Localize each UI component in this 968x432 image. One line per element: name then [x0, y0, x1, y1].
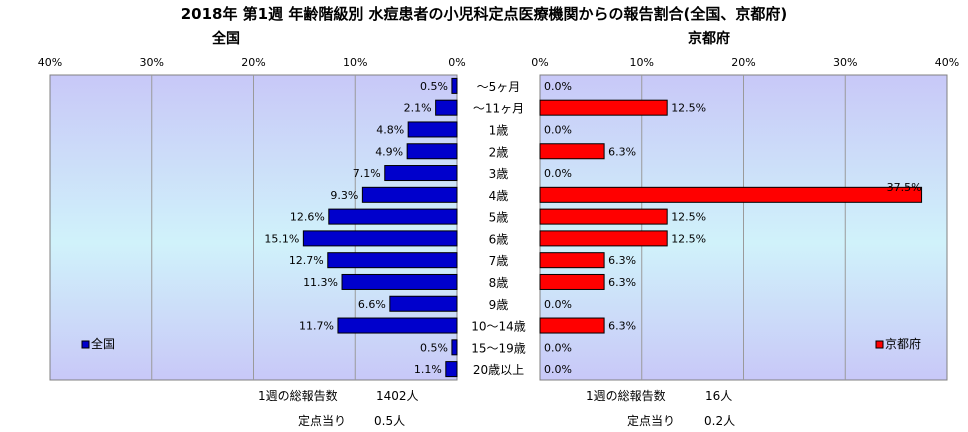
right-per-label: 定点当り — [627, 414, 676, 428]
right-bar — [539, 273, 605, 290]
right-bar — [539, 186, 923, 203]
right-total-label: 1週の総報告数 — [586, 389, 666, 403]
left-data-label: 2.1% — [404, 102, 432, 115]
category-label: 6歳 — [489, 232, 509, 246]
left-data-label: 4.8% — [376, 123, 404, 136]
left-bar — [389, 295, 458, 312]
category-label: 9歳 — [489, 298, 509, 312]
left-bar — [328, 208, 458, 225]
left-bar — [451, 77, 458, 94]
left-bar — [341, 273, 458, 290]
right-x-tick-label: 40% — [935, 56, 959, 69]
category-label: ～5ヶ月 — [477, 80, 521, 94]
left-bar — [445, 361, 458, 378]
left-data-label: 11.7% — [299, 320, 334, 333]
left-data-label: 12.7% — [289, 254, 324, 267]
category-label: 2歳 — [489, 145, 509, 159]
chart-title: 2018年 第1週 年齢階級別 水痘患者の小児科定点医療機関からの報告割合(全国… — [180, 5, 788, 23]
left-bar — [435, 99, 458, 116]
left-total-value: 1402人 — [376, 389, 419, 403]
category-label: 15～19歳 — [471, 341, 526, 355]
right-data-label: 6.3% — [608, 145, 636, 158]
right-data-label: 0.0% — [544, 363, 572, 376]
left-legend-label: 全国 — [91, 336, 115, 351]
right-bar — [539, 252, 605, 269]
left-data-label: 0.5% — [420, 80, 448, 93]
right-data-label: 37.5% — [887, 181, 922, 194]
right-total-value: 16人 — [705, 389, 733, 403]
right-bar — [539, 99, 668, 116]
left-data-label: 15.1% — [264, 232, 299, 245]
left-data-label: 7.1% — [353, 167, 381, 180]
right-data-label: 12.5% — [671, 211, 706, 224]
left-data-label: 0.5% — [420, 341, 448, 354]
right-panel-title: 京都府 — [688, 31, 730, 47]
left-per-value: 0.5人 — [374, 414, 406, 428]
right-data-label: 0.0% — [544, 341, 572, 354]
category-label: ～11ヶ月 — [473, 102, 524, 116]
left-data-label: 1.1% — [414, 363, 442, 376]
category-label: 5歳 — [489, 211, 509, 225]
left-data-label: 11.3% — [303, 276, 338, 289]
left-bar — [302, 230, 458, 247]
left-data-label: 12.6% — [290, 211, 325, 224]
right-data-label: 0.0% — [544, 167, 572, 180]
right-x-tick-label: 10% — [630, 56, 654, 69]
left-x-tick-label: 30% — [140, 56, 164, 69]
left-bar — [451, 339, 458, 356]
left-x-tick-label: 40% — [38, 56, 62, 69]
category-label: 10～14歳 — [471, 320, 526, 334]
category-label: 8歳 — [489, 276, 509, 290]
left-x-tick-label: 0% — [448, 56, 465, 69]
right-legend-label: 京都府 — [885, 336, 921, 351]
left-x-tick-label: 10% — [343, 56, 367, 69]
right-bar — [539, 317, 605, 334]
right-per-value: 0.2人 — [704, 414, 736, 428]
category-label: 7歳 — [489, 254, 509, 268]
left-data-label: 6.6% — [358, 298, 386, 311]
left-bar — [406, 143, 458, 160]
right-data-label: 0.0% — [544, 80, 572, 93]
category-label: 1歳 — [489, 123, 509, 137]
right-data-label: 6.3% — [608, 254, 636, 267]
left-data-label: 9.3% — [330, 189, 358, 202]
right-bar — [539, 230, 668, 247]
left-per-label: 定点当り — [298, 414, 347, 428]
left-total-label: 1週の総報告数 — [258, 389, 338, 403]
left-bar — [384, 165, 458, 182]
category-label: 20歳以上 — [473, 363, 524, 377]
right-data-label: 6.3% — [608, 276, 636, 289]
left-bar — [361, 186, 458, 203]
right-data-label: 6.3% — [608, 320, 636, 333]
right-data-label: 0.0% — [544, 298, 572, 311]
right-legend-swatch — [875, 340, 884, 349]
right-x-tick-label: 0% — [531, 56, 548, 69]
left-bar — [337, 317, 458, 334]
right-data-label: 0.0% — [544, 123, 572, 136]
right-bar — [539, 208, 668, 225]
left-panel-title: 全国 — [212, 31, 240, 47]
category-label: 3歳 — [489, 167, 509, 181]
left-data-label: 4.9% — [375, 145, 403, 158]
left-legend-swatch — [81, 340, 90, 349]
left-x-tick-label: 20% — [241, 56, 265, 69]
right-bar — [539, 143, 605, 160]
category-label: 4歳 — [489, 189, 509, 203]
left-bar — [327, 252, 458, 269]
left-bar — [407, 121, 458, 138]
right-x-tick-label: 30% — [833, 56, 857, 69]
right-data-label: 12.5% — [671, 102, 706, 115]
right-x-tick-label: 20% — [731, 56, 755, 69]
right-data-label: 12.5% — [671, 232, 706, 245]
